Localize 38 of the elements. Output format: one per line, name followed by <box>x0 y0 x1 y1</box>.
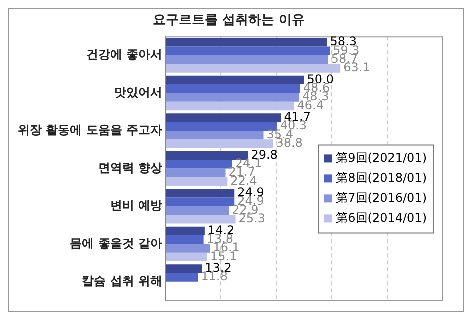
y-tick-label: 면역력 향상 <box>98 160 163 175</box>
bar <box>166 55 328 64</box>
legend-label: 第8回(2018/01) <box>336 170 428 185</box>
bar <box>166 46 330 56</box>
legend-label: 第9回(2021/01) <box>336 150 428 165</box>
bar <box>166 151 248 160</box>
bar <box>166 168 226 178</box>
legend-label: 第7回(2016/01) <box>336 190 428 205</box>
bar <box>166 215 236 224</box>
bar <box>166 236 204 244</box>
y-tick-label: 몸에 좋을것 같아 <box>70 236 163 250</box>
bar <box>166 189 235 198</box>
y-tick-label: 변비 예방 <box>110 198 163 213</box>
bar <box>166 130 264 140</box>
bar <box>166 93 300 102</box>
bar <box>166 244 210 253</box>
bar <box>166 226 205 236</box>
chart-title: 요구르트를 섭취하는 이유 <box>152 13 306 28</box>
y-tick-label: 맛있어서 <box>114 85 163 100</box>
bar <box>166 264 202 274</box>
bar <box>166 252 208 262</box>
bar <box>166 38 328 47</box>
bar <box>166 160 232 169</box>
bar <box>166 177 228 186</box>
bar <box>166 84 300 94</box>
y-tick-label: 위장 활동에 도움을 주고자 <box>18 123 163 138</box>
bar <box>166 140 274 148</box>
bar <box>166 114 282 122</box>
y-tick-label: 칼슘 섭취 위해 <box>82 274 163 288</box>
bar <box>166 64 341 73</box>
bar <box>166 76 304 85</box>
bar <box>166 122 278 131</box>
legend-label: 第6回(2014/01) <box>336 210 428 225</box>
bar <box>166 206 230 216</box>
bar <box>166 198 235 206</box>
y-tick-label: 건강에 좋아서 <box>86 48 163 62</box>
bar <box>166 273 198 282</box>
bar <box>166 102 294 111</box>
